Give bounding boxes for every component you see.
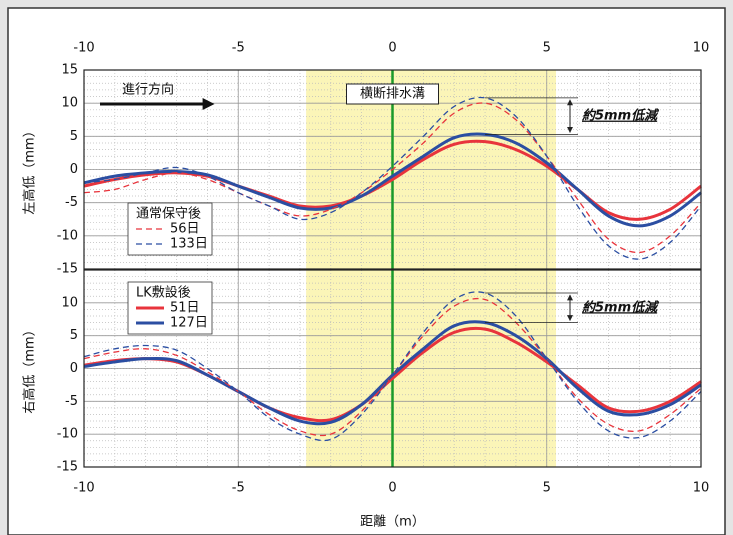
x-tick-label: -10 — [73, 481, 94, 496]
series-line — [83, 96, 702, 260]
x-tick-label: -10 — [73, 41, 94, 56]
y-tick-label: -10 — [57, 228, 78, 243]
y-tick-label: 10 — [61, 295, 78, 310]
y-tick-label: 5 — [70, 129, 78, 144]
legend-label: 133日 — [170, 237, 208, 252]
y-axis-label: 右高低（mm） — [22, 323, 38, 413]
x-tick-label: 0 — [388, 41, 396, 56]
y-tick-label: 10 — [61, 96, 78, 111]
y-tick-label: -10 — [57, 427, 78, 442]
y-tick-label: -15 — [57, 262, 78, 277]
legend-title: LK敷設後 — [136, 285, 191, 301]
legend-label: 51日 — [170, 301, 200, 316]
x-tick-label: -5 — [232, 41, 245, 56]
y-tick-label: -5 — [65, 195, 78, 210]
y-tick-label: 5 — [70, 328, 78, 343]
x-axis-label: 距離（m） — [360, 515, 425, 530]
drain-box — [346, 83, 439, 105]
series-line — [83, 297, 702, 437]
x-tick-label: 5 — [543, 41, 551, 56]
y-tick-label: -15 — [57, 460, 78, 475]
reduction-label: 約5mm低減 — [581, 108, 659, 124]
y-tick-label: 0 — [70, 361, 78, 376]
series-line — [83, 291, 702, 442]
x-tick-label: 10 — [693, 481, 710, 496]
legend-title: 通常保守後 — [136, 207, 201, 222]
x-tick-label: 0 — [388, 481, 396, 496]
series-line — [83, 102, 702, 254]
y-axis-label: 左高低（mm） — [22, 124, 38, 214]
series-line — [83, 320, 702, 426]
legend-label: 56日 — [170, 222, 200, 237]
x-tick-label: 5 — [543, 481, 551, 496]
legend-label: 127日 — [170, 316, 208, 331]
y-tick-label: 0 — [70, 162, 78, 177]
y-tick-label: 15 — [61, 63, 78, 78]
x-tick-label: 10 — [693, 41, 710, 56]
plot-frame — [83, 69, 702, 270]
drain-label: 横断排水溝 — [360, 87, 425, 102]
series-line — [83, 132, 702, 228]
y-tick-label: -5 — [65, 394, 78, 409]
x-tick-label: -5 — [232, 481, 245, 496]
reduction-label: 約5mm低減 — [581, 299, 659, 315]
plot-frame — [83, 269, 702, 468]
direction-label: 進行方向 — [122, 82, 174, 98]
